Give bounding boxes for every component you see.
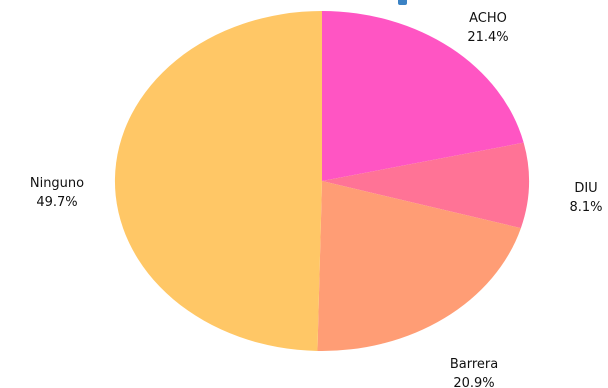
slice-percent-label: 49.7% xyxy=(36,195,77,210)
slice-category-label: DIU xyxy=(574,181,597,196)
slice-category-label: Ninguno xyxy=(30,176,84,191)
pie-slice-barrera xyxy=(317,181,521,352)
slice-label-ninguno: Ninguno 49.7% xyxy=(30,176,84,210)
slice-category-label: ACHO xyxy=(469,11,507,26)
slice-percent-label: 21.4% xyxy=(467,30,508,45)
pie-labels: ACHO 21.4% DIU 8.1% Barrera 20.9% Ninguno 49.7% xyxy=(30,11,603,388)
slice-label-barrera: Barrera 20.9% xyxy=(450,357,498,388)
title-accent-mark xyxy=(398,0,407,5)
slice-label-diu: DIU 8.1% xyxy=(569,181,602,215)
pie-slice-ninguno xyxy=(114,10,322,351)
slice-percent-label: 8.1% xyxy=(569,200,602,215)
slice-label-acho: ACHO 21.4% xyxy=(467,11,508,45)
pie-slice-acho xyxy=(322,11,524,181)
slice-percent-label: 20.9% xyxy=(453,376,494,388)
pie-slices xyxy=(114,10,529,352)
pie-slice-diu xyxy=(322,142,529,229)
slice-category-label: Barrera xyxy=(450,357,498,372)
